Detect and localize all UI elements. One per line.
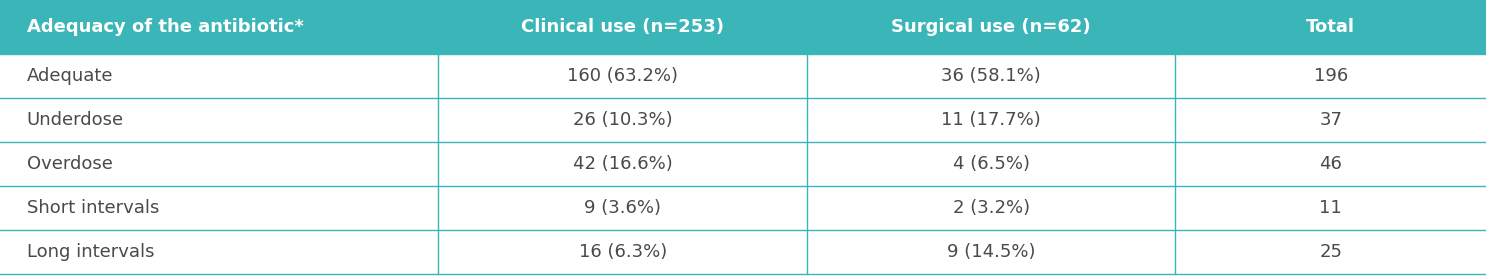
Text: 11 (17.7%): 11 (17.7%) xyxy=(941,111,1042,129)
Text: 160 (63.2%): 160 (63.2%) xyxy=(568,67,678,85)
Text: 36 (58.1%): 36 (58.1%) xyxy=(941,67,1042,85)
Text: 11: 11 xyxy=(1320,199,1342,217)
Text: 9 (14.5%): 9 (14.5%) xyxy=(947,243,1036,261)
Text: Short intervals: Short intervals xyxy=(27,199,159,217)
Text: Clinical use (n=253): Clinical use (n=253) xyxy=(522,18,724,36)
Text: Total: Total xyxy=(1306,18,1355,36)
Text: 37: 37 xyxy=(1320,111,1342,129)
Text: 16 (6.3%): 16 (6.3%) xyxy=(578,243,667,261)
Text: 25: 25 xyxy=(1320,243,1342,261)
Text: Long intervals: Long intervals xyxy=(27,243,155,261)
Text: 46: 46 xyxy=(1320,155,1342,173)
Text: Adequate: Adequate xyxy=(27,67,113,85)
Text: 4 (6.5%): 4 (6.5%) xyxy=(953,155,1030,173)
Text: Overdose: Overdose xyxy=(27,155,113,173)
Text: 196: 196 xyxy=(1314,67,1348,85)
Text: 2 (3.2%): 2 (3.2%) xyxy=(953,199,1030,217)
Bar xyxy=(0,0,1486,54)
Text: 42 (16.6%): 42 (16.6%) xyxy=(572,155,673,173)
Text: Underdose: Underdose xyxy=(27,111,123,129)
Text: 26 (10.3%): 26 (10.3%) xyxy=(572,111,673,129)
Text: 9 (3.6%): 9 (3.6%) xyxy=(584,199,661,217)
Text: Surgical use (n=62): Surgical use (n=62) xyxy=(892,18,1091,36)
Text: Adequacy of the antibiotic*: Adequacy of the antibiotic* xyxy=(27,18,303,36)
